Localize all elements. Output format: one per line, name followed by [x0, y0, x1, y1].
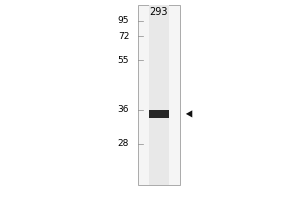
- Text: 36: 36: [118, 105, 129, 114]
- Text: 28: 28: [118, 139, 129, 148]
- Bar: [148, 110, 170, 118]
- Text: 95: 95: [118, 16, 129, 25]
- Bar: [138, 5, 180, 185]
- Text: 55: 55: [118, 56, 129, 65]
- Text: 72: 72: [118, 32, 129, 41]
- Polygon shape: [186, 110, 192, 117]
- Text: 293: 293: [150, 7, 168, 17]
- Bar: [148, 5, 170, 185]
